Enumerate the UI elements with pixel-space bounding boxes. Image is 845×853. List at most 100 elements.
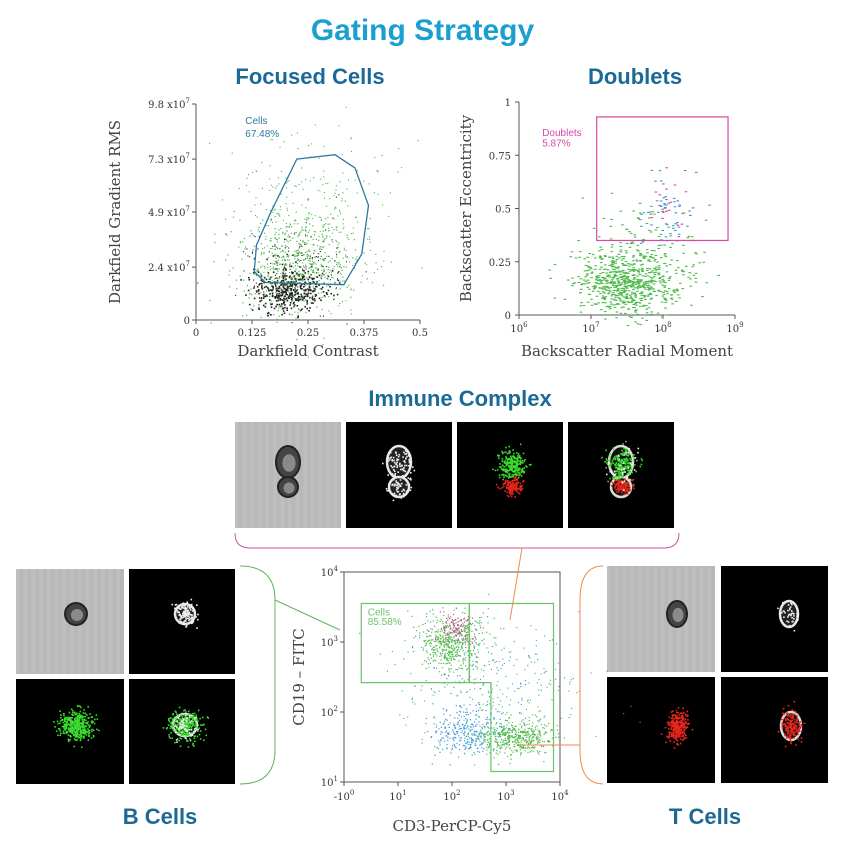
fluor-dot bbox=[683, 722, 686, 725]
fluor-dot bbox=[391, 466, 394, 469]
black-point bbox=[286, 253, 288, 255]
green-point bbox=[308, 267, 310, 269]
fluor-dot bbox=[190, 618, 192, 620]
green-point bbox=[453, 609, 455, 611]
fluor-dot bbox=[71, 713, 73, 716]
green-point bbox=[292, 296, 294, 298]
green-point bbox=[313, 272, 315, 274]
green-point bbox=[269, 248, 271, 250]
fluor-dot bbox=[509, 468, 512, 470]
fluor-dot bbox=[196, 627, 198, 629]
fluor-dot bbox=[191, 614, 193, 616]
fluor-dot bbox=[59, 729, 61, 732]
green-point bbox=[676, 290, 679, 292]
fluor-dot bbox=[197, 709, 200, 712]
green-point bbox=[465, 636, 467, 638]
fluor-dot bbox=[184, 726, 187, 729]
green-point bbox=[481, 632, 483, 634]
green-point bbox=[576, 314, 580, 316]
green-point bbox=[653, 274, 657, 276]
green-point bbox=[270, 300, 272, 302]
green-point bbox=[287, 256, 289, 258]
green-point bbox=[274, 238, 276, 240]
fluor-dot bbox=[79, 725, 82, 727]
black-point bbox=[261, 297, 263, 299]
fluor-dot bbox=[502, 483, 505, 486]
green-point bbox=[437, 641, 439, 643]
green-point bbox=[629, 232, 633, 234]
fluor-dot bbox=[610, 469, 613, 472]
green-point bbox=[619, 283, 622, 285]
green-point bbox=[607, 292, 611, 294]
fluor-dot bbox=[182, 602, 184, 604]
black-point bbox=[269, 299, 271, 301]
green-point bbox=[635, 249, 639, 251]
fluor-dot bbox=[63, 713, 65, 715]
fluor-dot bbox=[180, 621, 183, 623]
fluor-dot bbox=[525, 465, 527, 467]
fluor-dot bbox=[509, 465, 511, 468]
fluor-dot bbox=[401, 465, 403, 467]
green-point bbox=[442, 622, 444, 624]
green-point bbox=[442, 636, 444, 638]
green-point bbox=[315, 267, 317, 269]
green-point bbox=[274, 254, 276, 256]
green-point bbox=[283, 265, 286, 268]
bf-stripe bbox=[235, 422, 239, 528]
fluor-dot bbox=[676, 726, 679, 729]
fluor-dot bbox=[86, 722, 88, 725]
fluor-dot bbox=[181, 729, 184, 732]
fluor-dot bbox=[188, 718, 191, 720]
fluor-dot bbox=[171, 737, 173, 739]
green-point bbox=[363, 252, 365, 254]
fluor-dot bbox=[83, 718, 86, 721]
green-point bbox=[419, 632, 421, 634]
fluor-dot bbox=[682, 735, 684, 737]
fluor-dot bbox=[63, 727, 65, 730]
green-point bbox=[615, 255, 619, 257]
fluor-dot bbox=[181, 717, 184, 720]
green-point bbox=[606, 275, 609, 277]
fluor-dot bbox=[613, 482, 616, 485]
fluor-dot bbox=[389, 451, 392, 454]
fluor-dot bbox=[74, 718, 76, 721]
green-point bbox=[627, 282, 630, 284]
fluor-dot bbox=[620, 470, 623, 473]
green-point bbox=[298, 184, 300, 186]
green-point bbox=[650, 231, 653, 233]
fluor-dot bbox=[517, 472, 520, 474]
fluor-dot bbox=[788, 613, 791, 616]
fluor-dot bbox=[674, 729, 676, 732]
fluor-dot bbox=[618, 458, 621, 460]
green-point bbox=[573, 282, 577, 284]
blue-point bbox=[678, 204, 681, 206]
fluor-dot bbox=[177, 731, 180, 733]
fluor-dot bbox=[182, 721, 184, 724]
black-point bbox=[286, 307, 288, 309]
green-point bbox=[472, 623, 474, 625]
green-point bbox=[256, 171, 258, 173]
fluor-dot bbox=[621, 488, 624, 491]
fluor-dot bbox=[606, 473, 608, 476]
green-point bbox=[615, 258, 619, 260]
green-point bbox=[280, 228, 282, 230]
fluor-dot bbox=[69, 720, 72, 722]
green-point bbox=[667, 279, 671, 281]
green-point bbox=[286, 207, 288, 209]
green-point bbox=[366, 264, 368, 266]
black-point bbox=[271, 276, 273, 278]
green-point bbox=[231, 152, 233, 154]
fluor-dot bbox=[188, 616, 191, 618]
fluor-dot bbox=[396, 487, 398, 489]
green-point bbox=[571, 285, 574, 287]
fluor-dot bbox=[199, 738, 202, 740]
fluor-dot bbox=[71, 731, 73, 733]
blue-point bbox=[663, 204, 666, 206]
fluor-dot bbox=[405, 453, 408, 455]
green-point bbox=[632, 256, 635, 258]
fluor-dot bbox=[787, 726, 790, 729]
fluor-dot bbox=[622, 460, 624, 463]
green-point bbox=[667, 288, 671, 290]
black-point bbox=[293, 288, 295, 291]
green-point bbox=[297, 258, 299, 260]
